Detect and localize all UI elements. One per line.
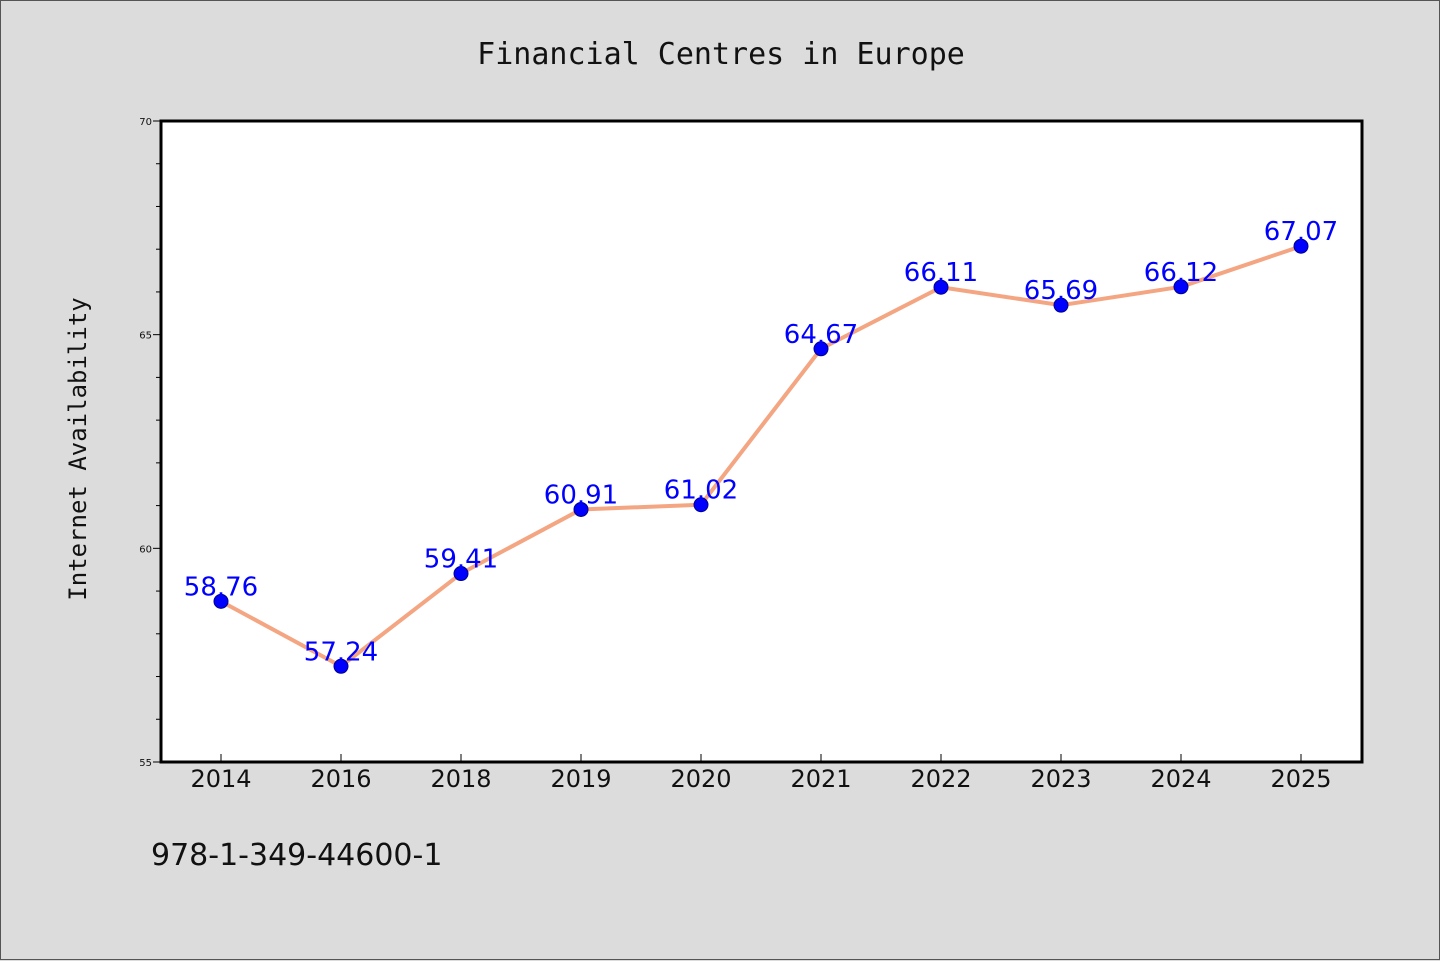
x-tick-label: 2014 [190,765,251,793]
data-point [1173,279,1189,295]
y-tick-label: 65 [139,331,152,342]
y-axis-label: Internet Availability [64,297,92,600]
data-point [333,658,349,674]
x-tick-label: 2025 [1270,765,1331,793]
data-point [1293,238,1309,254]
y-tick-label: 60 [139,544,152,555]
y-axis: 55 60 65 70 [139,117,161,769]
data-label: 57.24 [304,637,378,667]
data-label: 66.12 [1144,258,1218,288]
data-point [933,279,949,295]
data-label: 66.11 [904,258,978,288]
series-line [220,244,1302,669]
data-point [813,341,829,357]
x-tick-label: 2021 [790,765,851,793]
x-axis: 2014 2016 2018 2019 2020 2021 2022 2023 2024 2025 [190,754,1332,793]
y-tick-label: 70 [139,117,152,128]
chart-title: Financial Centres in Europe [477,37,965,72]
data-point [453,566,469,582]
plot-area [159,119,1364,764]
x-tick-label: 2016 [310,765,371,793]
data-label: 59.41 [424,545,498,575]
x-tick-label: 2020 [670,765,731,793]
x-tick-label: 2023 [1030,765,1091,793]
x-tick-label: 2024 [1150,765,1211,793]
data-point [1053,297,1069,313]
data-label: 67.07 [1264,217,1338,247]
y-tick-label: 55 [139,758,152,769]
data-point [573,501,589,517]
series-layer: 58.76 57.24 59.41 60.91 61.02 64.67 66.11 65.69… [184,217,1338,674]
data-point [213,593,229,609]
data-label: 58.76 [184,572,258,602]
data-label: 61.02 [664,476,738,506]
data-label: 64.67 [784,320,858,350]
data-label: 60.91 [544,480,618,510]
data-label: 65.69 [1024,276,1098,306]
data-point [693,497,709,513]
x-tick-label: 2019 [550,765,611,793]
x-tick-label: 2018 [430,765,491,793]
isbn-footer: 978-1-349-44600-1 [151,838,442,873]
x-tick-label: 2022 [910,765,971,793]
